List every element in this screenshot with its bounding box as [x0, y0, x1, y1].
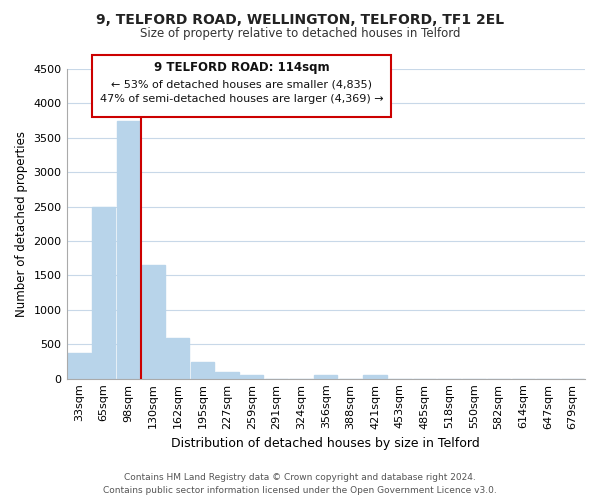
Bar — [215, 372, 239, 378]
Bar — [141, 265, 164, 378]
Bar — [92, 206, 115, 378]
Bar — [67, 352, 91, 378]
Text: Contains HM Land Registry data © Crown copyright and database right 2024.
Contai: Contains HM Land Registry data © Crown c… — [103, 473, 497, 495]
Text: 9, TELFORD ROAD, WELLINGTON, TELFORD, TF1 2EL: 9, TELFORD ROAD, WELLINGTON, TELFORD, TF… — [96, 12, 504, 26]
Bar — [116, 120, 140, 378]
Text: 9 TELFORD ROAD: 114sqm: 9 TELFORD ROAD: 114sqm — [154, 61, 329, 74]
Bar — [240, 375, 263, 378]
Bar — [166, 338, 190, 378]
Bar — [364, 375, 387, 378]
Bar — [314, 375, 337, 378]
Text: Size of property relative to detached houses in Telford: Size of property relative to detached ho… — [140, 28, 460, 40]
Text: ← 53% of detached houses are smaller (4,835): ← 53% of detached houses are smaller (4,… — [111, 79, 372, 89]
Y-axis label: Number of detached properties: Number of detached properties — [15, 131, 28, 317]
X-axis label: Distribution of detached houses by size in Telford: Distribution of detached houses by size … — [172, 437, 480, 450]
Text: 47% of semi-detached houses are larger (4,369) →: 47% of semi-detached houses are larger (… — [100, 94, 383, 104]
Bar — [191, 362, 214, 378]
